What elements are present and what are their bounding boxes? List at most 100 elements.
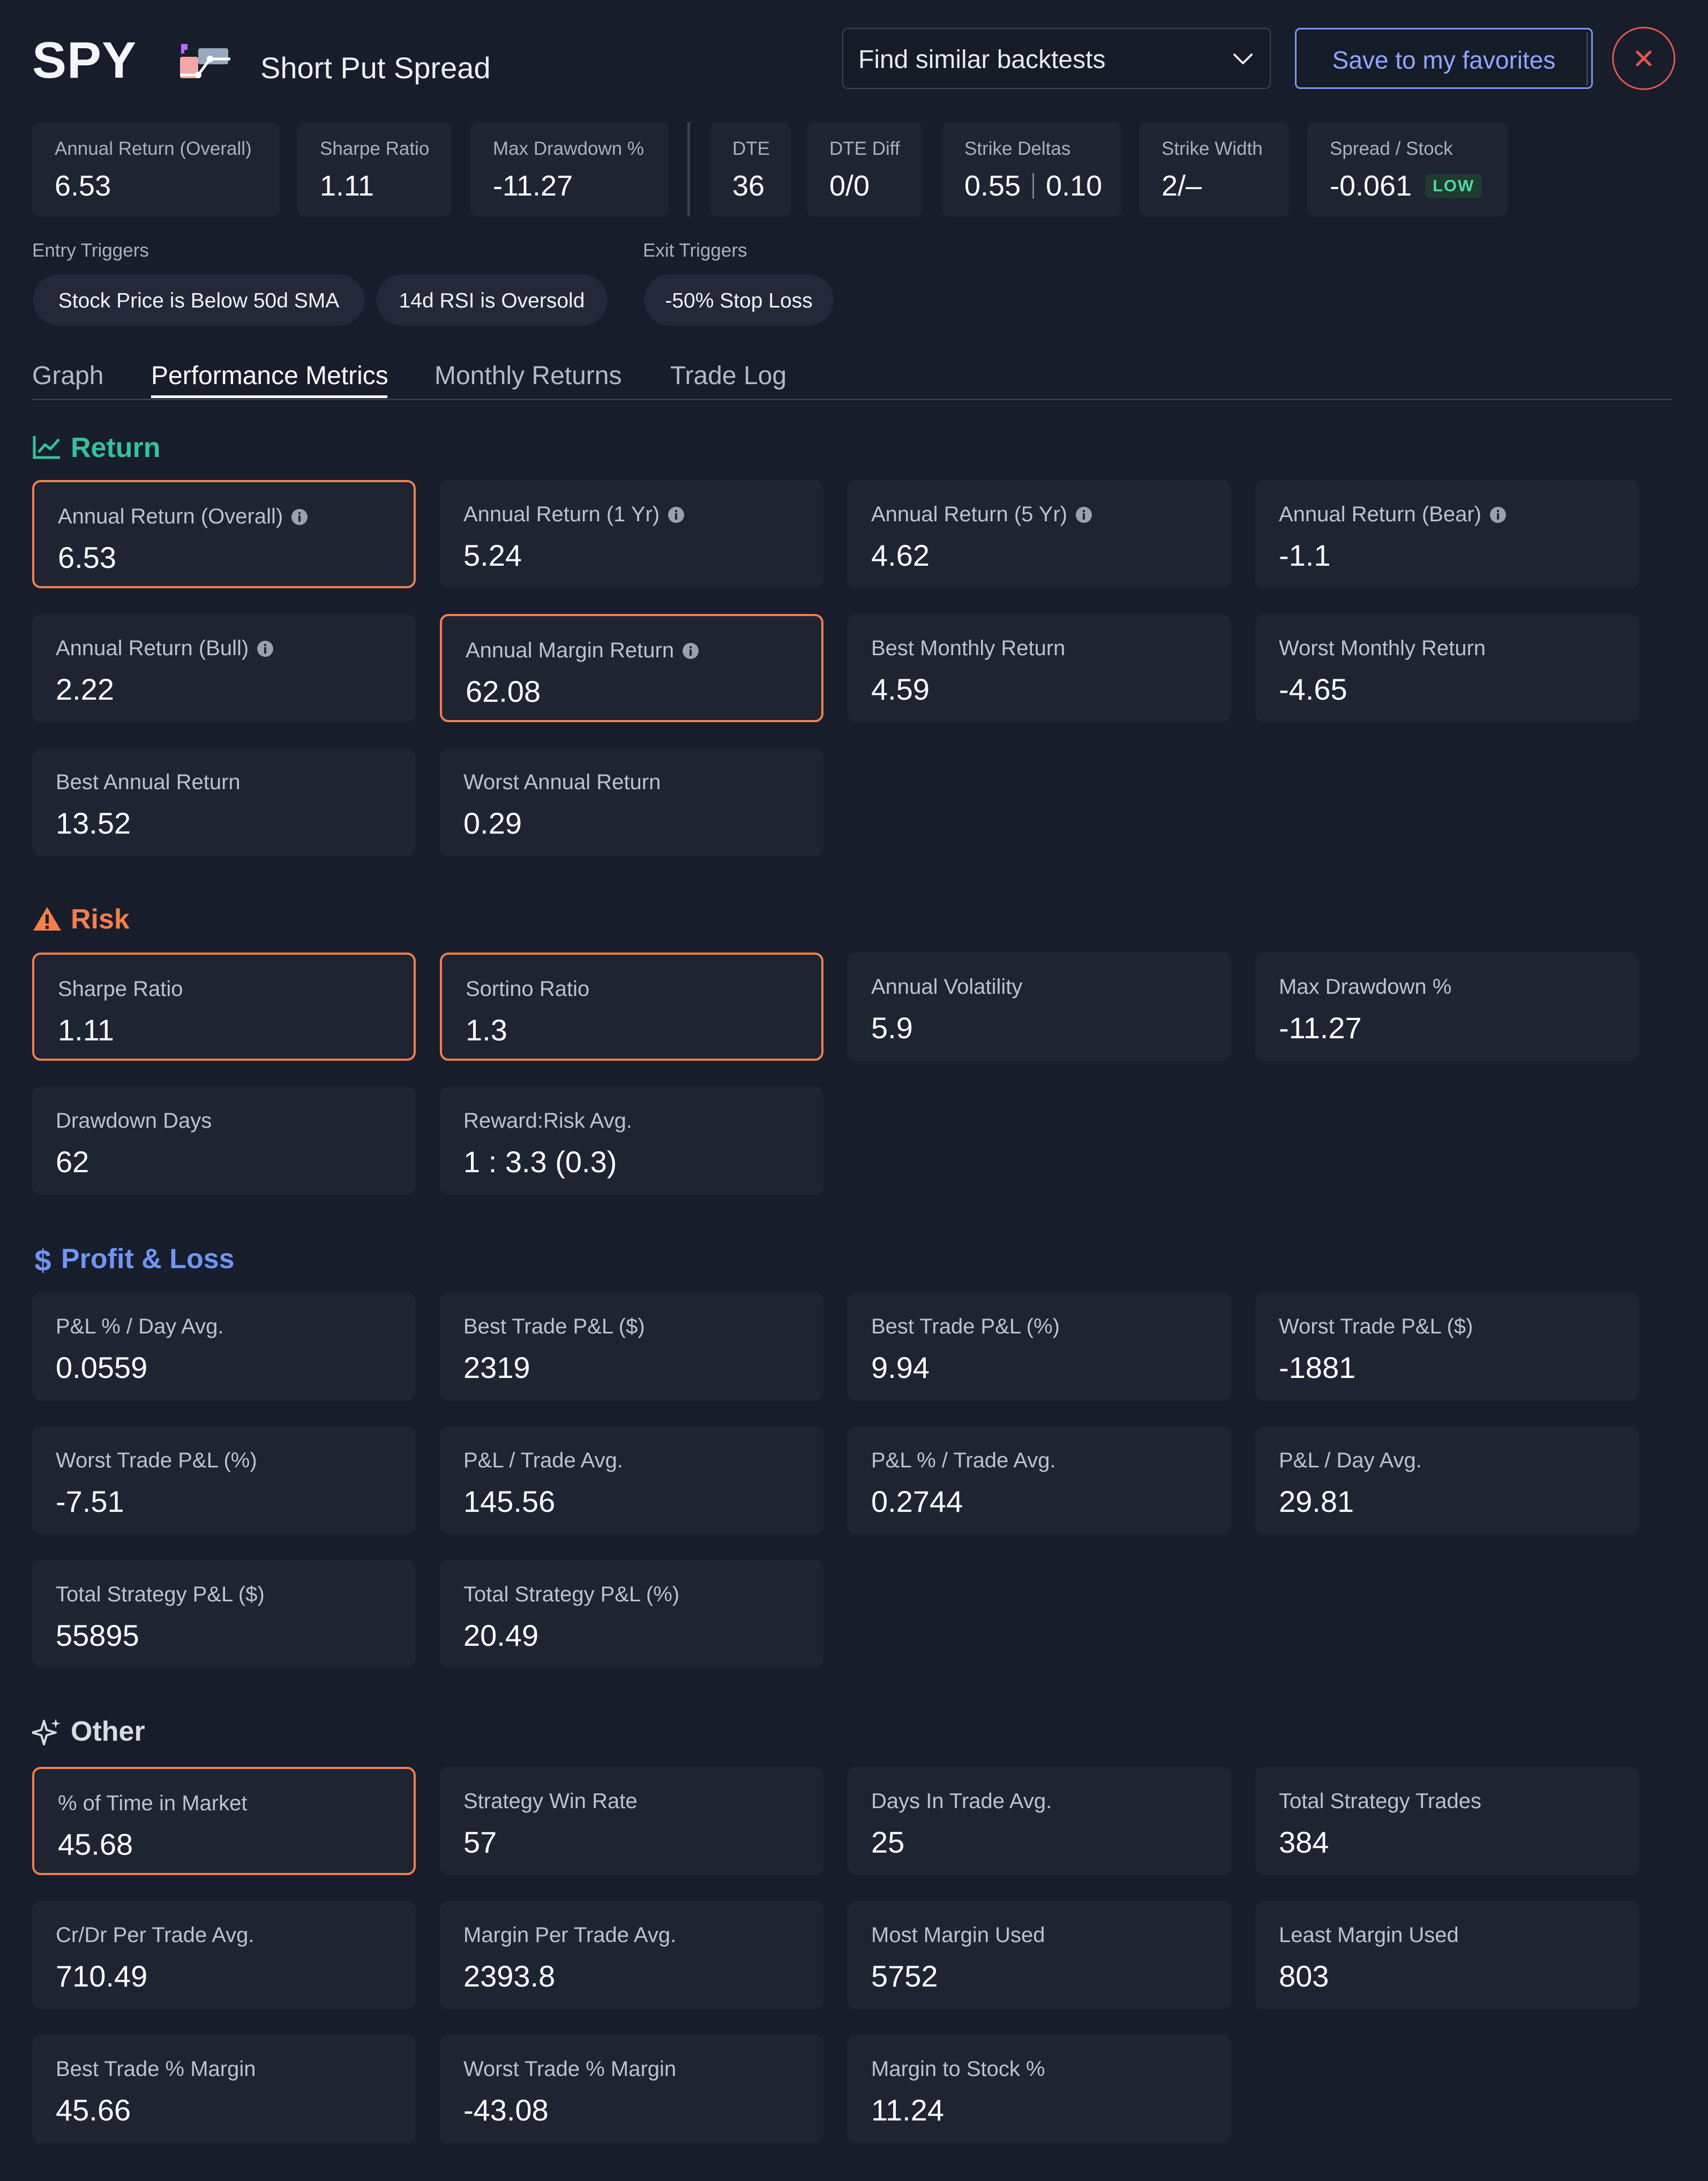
summary-label: Spread / Stock xyxy=(1330,138,1453,159)
metric-value: 62.08 xyxy=(466,674,541,708)
metric-label: Total Strategy P&L (%) xyxy=(463,1583,679,1607)
summary-annual-return: Annual Return (Overall) 6.53 xyxy=(32,122,280,216)
metric-value: 1.11 xyxy=(58,1013,114,1047)
metric-label-text: Annual Return (Overall) xyxy=(58,505,283,528)
metric-label-text: Reward:Risk Avg. xyxy=(463,1109,632,1133)
entry-trigger-chip[interactable]: 14d RSI is Oversold xyxy=(376,274,608,326)
metric-label-text: Sharpe Ratio xyxy=(58,977,183,1001)
metric-card: P&L % / Trade Avg. 0.2744 xyxy=(848,1426,1231,1534)
metric-label: Annual Return (5 Yr) xyxy=(871,503,1093,527)
metric-label: Worst Annual Return xyxy=(463,770,661,795)
metric-label: Margin to Stock % xyxy=(871,2057,1045,2081)
summary-label: DTE xyxy=(732,138,770,159)
metric-card: Annual Return (Overall) 6.53 xyxy=(32,480,416,588)
metric-card: Annual Volatility 5.9 xyxy=(848,953,1231,1061)
info-icon[interactable] xyxy=(681,641,700,659)
metric-label-text: Least Margin Used xyxy=(1279,1923,1459,1947)
metric-label-text: Max Drawdown % xyxy=(1279,975,1452,999)
metric-label-text: Best Monthly Return xyxy=(871,636,1066,660)
metric-value: 57 xyxy=(463,1825,497,1859)
info-icon[interactable] xyxy=(290,507,309,526)
summary-value: 1.11 xyxy=(320,170,374,202)
metric-value: 384 xyxy=(1279,1825,1329,1859)
metric-label-text: Best Annual Return xyxy=(56,770,241,794)
metric-label-text: Worst Monthly Return xyxy=(1279,636,1486,660)
entry-trigger-chip[interactable]: Stock Price is Below 50d SMA xyxy=(33,274,364,326)
summary-label: Annual Return (Overall) xyxy=(55,138,252,159)
metric-label: Worst Monthly Return xyxy=(1279,636,1486,661)
metric-label-text: Best Trade P&L ($) xyxy=(463,1315,645,1338)
metric-label-text: P&L % / Day Avg. xyxy=(56,1315,224,1338)
info-icon[interactable] xyxy=(667,505,685,523)
info-icon[interactable] xyxy=(1489,505,1507,523)
entry-trigger-label: 14d RSI is Oversold xyxy=(399,289,585,312)
metric-value: 710.49 xyxy=(56,1959,148,1993)
summary-dte: DTE 36 xyxy=(710,122,790,216)
metric-value: 4.62 xyxy=(871,538,930,572)
line-chart-icon xyxy=(32,434,62,463)
save-favorites-button[interactable]: Save to my favorites xyxy=(1295,28,1593,89)
strike-delta-long: 0.10 xyxy=(1046,170,1103,202)
info-icon[interactable] xyxy=(1075,505,1093,523)
metric-label: Best Trade % Margin xyxy=(56,2057,256,2081)
metric-card: Annual Return (1 Yr) 5.24 xyxy=(440,480,823,588)
metric-label-text: Best Trade % Margin xyxy=(56,2057,256,2081)
metric-label: Reward:Risk Avg. xyxy=(463,1109,632,1133)
metric-label: P&L % / Trade Avg. xyxy=(871,1449,1056,1473)
summary-dte-diff: DTE Diff 0/0 xyxy=(807,122,923,216)
metric-label: Best Trade P&L (%) xyxy=(871,1315,1060,1339)
section-title-risk: Risk xyxy=(71,904,130,935)
metric-label-text: Worst Trade % Margin xyxy=(463,2057,677,2081)
metric-value: 5752 xyxy=(871,1959,938,1993)
metric-card: % of Time in Market 45.68 xyxy=(32,1767,416,1875)
metric-label: Annual Volatility xyxy=(871,975,1022,999)
metric-label: Best Trade P&L ($) xyxy=(463,1315,645,1339)
info-icon[interactable] xyxy=(256,639,274,657)
tab-graph[interactable]: Graph xyxy=(32,362,104,390)
metric-card: P&L / Day Avg. 29.81 xyxy=(1255,1426,1639,1534)
find-similar-label: Find similar backtests xyxy=(858,46,1106,74)
metric-label: Annual Return (Bear) xyxy=(1279,503,1507,527)
metric-label: Max Drawdown % xyxy=(1279,975,1451,999)
summary-label: Sharpe Ratio xyxy=(320,138,430,159)
exit-trigger-chip[interactable]: -50% Stop Loss xyxy=(644,274,834,326)
metric-label-text: Annual Return (Bull) xyxy=(56,636,249,660)
metric-label: Drawdown Days xyxy=(56,1109,212,1133)
strategy-name: Short Put Spread xyxy=(260,51,491,85)
tab-performance-metrics[interactable]: Performance Metrics xyxy=(151,362,388,390)
metric-value: -43.08 xyxy=(463,2093,549,2127)
metric-value: 25 xyxy=(871,1825,905,1859)
metric-card: Cr/Dr Per Trade Avg. 710.49 xyxy=(32,1901,416,2009)
metric-card: Least Margin Used 803 xyxy=(1255,1901,1639,2009)
metric-label: % of Time in Market xyxy=(58,1792,247,1816)
metric-card: Annual Return (Bull) 2.22 xyxy=(32,614,416,722)
status-badge: LOW xyxy=(1425,174,1482,198)
tab-trade-log[interactable]: Trade Log xyxy=(670,362,787,390)
find-similar-dropdown[interactable]: Find similar backtests xyxy=(842,28,1271,89)
metric-card: P&L / Trade Avg. 145.56 xyxy=(440,1426,823,1534)
metric-value: -1881 xyxy=(1279,1351,1356,1384)
metric-value: 0.29 xyxy=(463,806,522,840)
close-icon xyxy=(1636,50,1652,66)
metric-label-text: Annual Return (1 Yr) xyxy=(463,503,660,526)
metric-label: Annual Margin Return xyxy=(466,639,700,663)
metric-label: Best Annual Return xyxy=(56,770,241,795)
metric-label-text: Margin Per Trade Avg. xyxy=(463,1923,677,1947)
metric-value: 55895 xyxy=(56,1618,139,1652)
metric-label: Sortino Ratio xyxy=(466,977,589,1001)
metric-value: 62 xyxy=(56,1145,89,1179)
metric-label-text: Drawdown Days xyxy=(56,1109,212,1133)
ticker-symbol: SPY xyxy=(32,32,137,89)
metric-value: 11.24 xyxy=(871,2093,944,2127)
summary-label: Strike Width xyxy=(1162,138,1263,159)
metric-value: 5.24 xyxy=(463,538,522,572)
active-tab-indicator xyxy=(151,395,387,398)
metric-value: 0.0559 xyxy=(56,1351,148,1384)
metric-label: P&L / Trade Avg. xyxy=(463,1449,623,1473)
dollar-icon: $ xyxy=(32,1243,54,1278)
metric-label-text: Best Trade P&L (%) xyxy=(871,1315,1060,1338)
tab-monthly-returns[interactable]: Monthly Returns xyxy=(435,362,622,390)
summary-value: -11.27 xyxy=(493,170,573,202)
close-button[interactable] xyxy=(1612,27,1675,90)
metric-value: 2.22 xyxy=(56,672,114,706)
